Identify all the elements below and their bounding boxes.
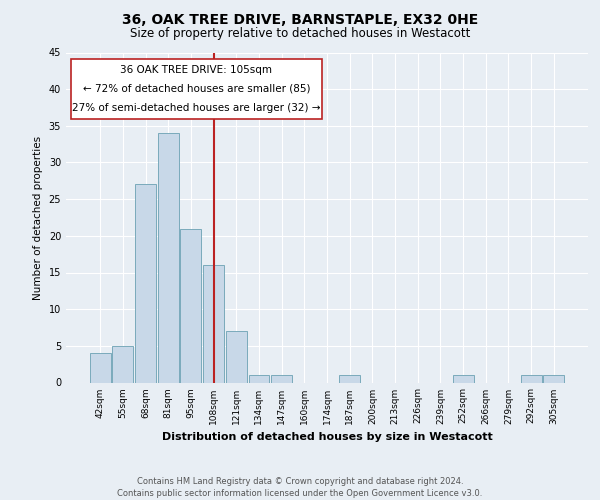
Bar (90, 353, 110, 382)
Bar (248, 375, 269, 382)
Text: ← 72% of detached houses are smaller (85): ← 72% of detached houses are smaller (85… (83, 84, 310, 94)
Bar (203, 265, 224, 382)
FancyBboxPatch shape (71, 59, 322, 118)
Y-axis label: Number of detached properties: Number of detached properties (33, 136, 43, 300)
Bar (452, 375, 473, 382)
Bar (135, 184, 156, 382)
Text: 36, OAK TREE DRIVE, BARNSTAPLE, EX32 0HE: 36, OAK TREE DRIVE, BARNSTAPLE, EX32 0HE (122, 12, 478, 26)
Bar (271, 375, 292, 382)
Bar (544, 375, 564, 382)
Text: Contains HM Land Registry data © Crown copyright and database right 2024.
Contai: Contains HM Land Registry data © Crown c… (118, 476, 482, 498)
Bar (112, 346, 133, 383)
Bar (158, 133, 179, 382)
Text: 27% of semi-detached houses are larger (32) →: 27% of semi-detached houses are larger (… (72, 103, 321, 113)
Bar (339, 375, 360, 382)
Bar (521, 375, 542, 382)
Text: Size of property relative to detached houses in Westacott: Size of property relative to detached ho… (130, 28, 470, 40)
Bar (226, 331, 247, 382)
X-axis label: Distribution of detached houses by size in Westacott: Distribution of detached houses by size … (161, 432, 493, 442)
Text: 36 OAK TREE DRIVE: 105sqm: 36 OAK TREE DRIVE: 105sqm (121, 65, 272, 75)
Bar (181, 228, 202, 382)
